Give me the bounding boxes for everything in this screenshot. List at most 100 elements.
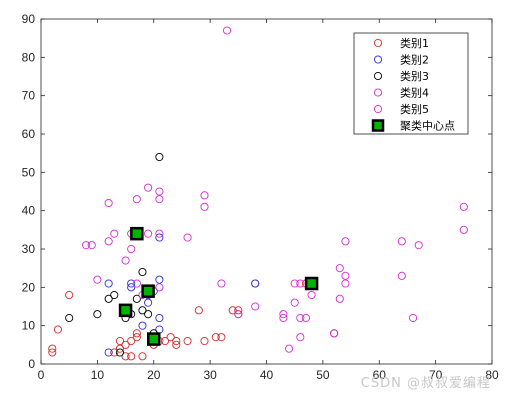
watermark-text: CSDN @叔叔爱编程 <box>360 376 491 391</box>
series-5-point <box>155 283 164 292</box>
series-5-point <box>132 279 141 288</box>
series-5-point <box>132 195 141 204</box>
legend-marker <box>373 71 383 81</box>
series-1-point <box>132 333 141 342</box>
series-1-point <box>183 336 192 346</box>
legend-label: 类别2 <box>400 53 429 67</box>
series-5-point <box>110 229 119 238</box>
legend-label: 聚类中心点 <box>400 119 455 133</box>
series-5-point <box>155 195 164 204</box>
legend-marker <box>373 104 383 114</box>
series-4-point <box>414 241 423 250</box>
legend-marker <box>373 88 383 97</box>
series-5-point <box>144 183 153 192</box>
series-3-point <box>110 290 119 300</box>
series-5-point <box>121 256 130 265</box>
series-3-point <box>93 310 102 319</box>
series-1-point <box>200 336 209 346</box>
x-tick-label: 0 <box>38 368 45 382</box>
series-1-point <box>48 344 57 353</box>
series-1-point <box>217 333 226 342</box>
series-3-point <box>138 267 147 277</box>
series-4-point <box>279 310 288 319</box>
series-4-point <box>284 344 294 353</box>
series-5-point <box>200 191 209 200</box>
series-1-point <box>166 333 175 342</box>
legend: 类别1 类别2 类别3 类别4 类别5 聚类中心点 <box>353 32 469 135</box>
legend-marker <box>373 38 383 48</box>
series-4-point <box>397 271 406 280</box>
legend-label: 类别1 <box>400 36 429 50</box>
series-2-point <box>127 279 136 288</box>
series-4-point <box>279 313 288 323</box>
series-5-point <box>144 229 153 238</box>
series-5-point <box>155 187 164 196</box>
series-5-point <box>127 244 136 254</box>
series-4-point <box>301 313 311 323</box>
y-tick-label: 90 <box>22 12 36 26</box>
y-tick-label: 0 <box>28 357 35 371</box>
series-1-point <box>172 340 181 349</box>
series-4-point <box>341 237 350 246</box>
axis-ticks: 0 10 20 30 40 50 60 70 80 0 10 20 30 40 50 60 70 80 90 <box>22 12 499 382</box>
x-tick-label: 30 <box>203 368 217 382</box>
cluster-center-point <box>118 303 133 318</box>
y-tick-label: 80 <box>22 50 36 64</box>
series-4-point <box>296 333 305 342</box>
series-2-point <box>155 233 164 242</box>
legend-marker <box>373 55 383 64</box>
series-1-point <box>228 306 237 315</box>
cluster-center-point <box>304 276 319 291</box>
series-3-point <box>138 306 147 315</box>
series-4-point <box>341 271 350 280</box>
series-5-point <box>200 202 209 211</box>
y-tick-label: 20 <box>22 280 36 294</box>
legend-label: 类别4 <box>400 86 429 100</box>
series-1-point <box>132 329 141 338</box>
series-2-point <box>138 321 147 330</box>
series-5-point <box>82 241 91 250</box>
series-4-point <box>296 279 305 288</box>
cluster-center-point <box>147 332 161 346</box>
series-4-point <box>397 237 406 246</box>
y-tick-label: 40 <box>22 204 36 218</box>
legend-box <box>353 32 469 135</box>
cluster-center-point <box>141 284 155 298</box>
y-tick-label: 70 <box>22 89 36 103</box>
series-4-point <box>335 294 344 303</box>
series-2-point <box>251 279 260 288</box>
series-2-point <box>127 283 136 292</box>
y-tick-label: 30 <box>22 242 36 256</box>
series-1-point <box>115 336 124 346</box>
x-tick-label: 70 <box>429 368 443 382</box>
series-4-point <box>341 279 350 288</box>
series-2-point <box>104 279 113 288</box>
series-3-point <box>155 152 164 162</box>
series-4-point <box>222 26 232 35</box>
series-5-point <box>104 198 113 208</box>
series-1-point <box>121 352 130 361</box>
data-points <box>48 26 468 361</box>
legend-label: 类别3 <box>400 69 429 83</box>
series-2-point <box>155 313 164 323</box>
series-4-point <box>335 264 344 273</box>
x-tick-label: 80 <box>485 368 499 382</box>
series-5-point <box>217 279 226 288</box>
series-2-point <box>104 348 113 357</box>
series-4-point <box>330 329 339 338</box>
series-3-point <box>132 294 141 303</box>
x-tick-label: 50 <box>316 368 330 382</box>
series-4-point <box>296 313 305 323</box>
series-1-point <box>65 290 74 300</box>
series-1-point <box>127 352 136 361</box>
legend-label: 类别5 <box>400 102 429 116</box>
x-tick-label: 60 <box>373 368 387 382</box>
series-2-point <box>155 275 164 284</box>
cluster-center-point <box>130 226 144 241</box>
x-tick-label: 10 <box>91 368 105 382</box>
series-1-point <box>110 348 119 357</box>
legend-marker-center <box>371 119 385 132</box>
series-5-point <box>155 229 164 238</box>
x-tick-label: 20 <box>147 368 161 382</box>
